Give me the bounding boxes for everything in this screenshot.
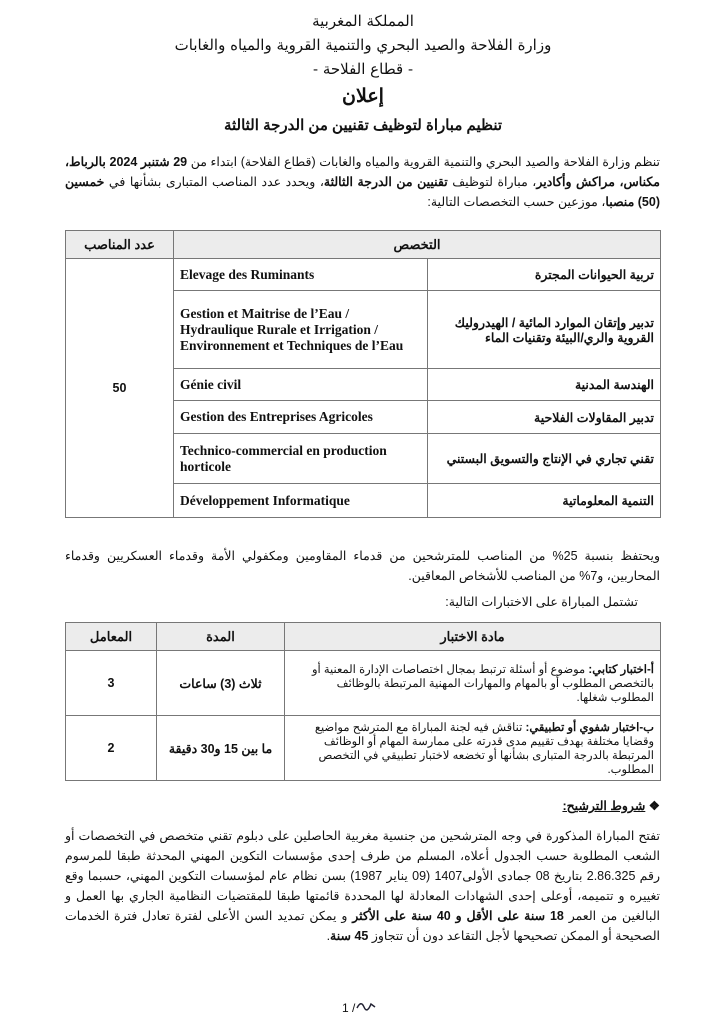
specialty-fr: Gestion et Maitrise de l’Eau / Hydrauliq… [173,290,428,369]
specialty-fr: Gestion des Entreprises Agricoles [173,400,428,434]
intro-count: خمسين (50) منصبا [65,175,660,209]
duration-header: المدة [156,622,285,651]
specialty-fr: Génie civil [173,368,428,401]
test-label: أ-اختبار كتابي: [588,664,654,676]
conditions-text: و يمكن تمديد السن الأعلى لفترة تعادل فتر… [65,909,660,943]
conditions-heading-row: ❖ شروط الترشيح: [65,796,660,816]
sector-line: - قطاع الفلاحة - [312,60,414,78]
specialty-ar: تدبير وإتقان الموارد المائية / الهيدرولي… [427,290,661,369]
page-number-text: 1 / [342,1001,356,1015]
tests-intro: تشتمل المباراة على الاختبارات التالية: [445,595,638,609]
intro-paragraph: تنظم وزارة الفلاحة والصيد البحري والتنمي… [65,152,660,212]
specialty-ar: تربية الحيوانات المجترة [427,258,661,291]
coef-header: المعامل [65,622,157,651]
conditions-text: . [326,929,331,943]
specialty-ar: تقني تجاري في الإنتاج والتسويق البستني [427,433,661,484]
conditions-paragraph: تفتح المباراة المذكورة في وجه المترشحين … [65,826,660,946]
specialty-header: التخصص [173,230,661,259]
subject-header: مادة الاختبار [284,622,661,651]
page-number: 1 / [342,998,377,1015]
test-duration: ثلاث (3) ساعات [156,650,285,716]
kingdom-line: المملكة المغربية [312,12,414,30]
conditions-heading: شروط الترشيح: [562,799,646,813]
ministry-line: وزارة الفلاحة والصيد البحري والتنمية الق… [174,36,552,54]
posts-table: التخصص عدد المناصب تربية الحيوانات المجتر… [65,230,661,518]
test-coef: 2 [65,715,157,781]
table-row: تربية الحيوانات المجترة Elevage des Rumin… [65,258,661,518]
specialty-ar: التنمية المعلوماتية [427,483,661,518]
table-row: أ-اختبار كتابي: موضوع أو أسئلة ترتبط بمج… [65,650,661,716]
bullet-icon: ❖ [645,799,660,813]
max-age: 45 سنة [330,929,369,943]
tests-table: مادة الاختبار المدة المعامل أ-اختبار كتابي… [65,622,661,781]
initials-signature-icon [356,1002,376,1011]
specialty-ar: الهندسة المدنية [427,368,661,401]
specialty-ar: تدبير المقاولات الفلاحية [427,400,661,434]
intro-grade: تقنيين من الدرجة الثالثة [323,175,448,189]
total-posts: 50 [65,258,174,518]
test-coef: 3 [65,650,157,716]
test-label: ب-اختبار شفوي أو تطبيقي: [525,722,655,734]
intro-text: ، مباراة لتوظيف [447,175,537,189]
specialty-fr: Elevage des Ruminants [173,258,428,291]
table-row: تدبير وإتقان الموارد المائية / الهيدرولي… [66,290,661,369]
test-description: تناقش فيه لجنة المباراة مع المترشح مواضي… [314,722,654,776]
quota-paragraph: ويحتفظ بنسبة 25% من المناصب للمترشحين من… [65,549,661,583]
table-row: تدبير المقاولات الفلاحية Gestion des Entr… [66,400,661,434]
count-header: عدد المناصب [65,230,174,259]
conditions-text: تفتح المباراة المذكورة في وجه المترشحين … [65,829,660,923]
age-range: 18 سنة على الأقل و 40 سنة على الأكثر [352,909,564,923]
intro-date: 29 شتنبر 2024 [109,155,188,169]
table-row: ب-اختبار شفوي أو تطبيقي: تناقش فيه لجنة … [65,715,661,781]
intro-text: ، ويحدد عدد المناصب المتبارى بشأنها في [104,175,324,189]
page-title: تنظيم مباراة لتوظيف تقنيين من الدرجة الث… [223,117,503,134]
intro-text: تنظم وزارة الفلاحة والصيد البحري والتنمي… [187,155,660,169]
test-description: موضوع أو أسئلة ترتبط بمجال اختصاصات الإد… [311,664,654,704]
table-row: التنمية المعلوماتية Développement Informa… [66,483,661,518]
intro-text: ، موزعين حسب التخصصات التالية: [427,195,606,209]
table-row: الهندسة المدنية Génie civil [66,368,661,401]
specialty-fr: Développement Informatique [173,483,428,518]
specialty-fr: Technico-commercial en production hortic… [173,433,428,484]
intro-cities: بالرباط، مكناس، مراكش وأكادير [65,155,660,189]
test-duration: ما بين 15 و30 دقيقة [156,715,285,781]
announcement-heading: إعلان [342,85,384,107]
